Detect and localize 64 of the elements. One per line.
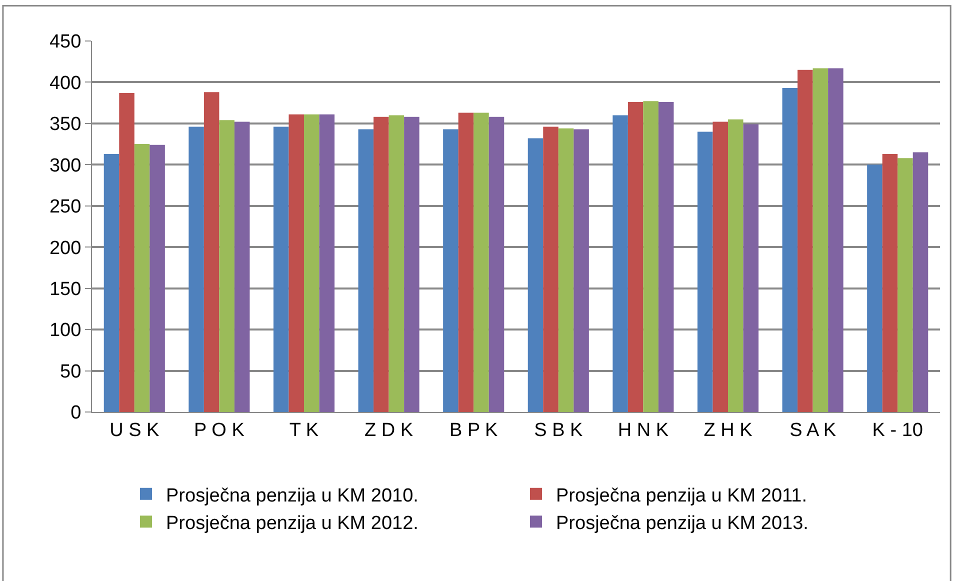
bar	[912, 152, 928, 412]
legend-label: Prosječna penzija u KM 2010.	[166, 485, 418, 506]
bar	[443, 129, 458, 412]
bar	[458, 112, 474, 412]
bar	[828, 68, 844, 412]
bar	[612, 115, 628, 412]
bar	[743, 124, 759, 412]
y-tick-label: 350	[49, 114, 82, 136]
bar	[798, 70, 813, 412]
bar	[374, 116, 389, 412]
bar	[867, 164, 882, 412]
bar	[488, 116, 504, 412]
legend-label: Prosječna penzija u KM 2011.	[556, 485, 808, 506]
bar	[643, 101, 658, 412]
bar	[404, 116, 420, 412]
bar	[882, 154, 898, 412]
legend-label: Prosječna penzija u KM 2012.	[166, 513, 418, 534]
bar	[358, 129, 374, 412]
x-tick-label: U S K	[110, 420, 160, 441]
x-tick-label: K - 10	[872, 420, 923, 441]
bar	[697, 132, 713, 412]
bar	[782, 88, 798, 412]
y-tick-label: 100	[49, 320, 82, 342]
bar	[728, 119, 744, 412]
y-tick-label: 250	[49, 196, 82, 218]
bar	[273, 126, 289, 412]
x-tick-label: P O K	[194, 420, 245, 441]
x-tick-label: B P K	[449, 420, 498, 441]
y-tick-label: 200	[49, 238, 82, 259]
y-tick-label: 50	[60, 361, 82, 382]
bar	[628, 102, 644, 412]
bar	[288, 114, 304, 412]
bar	[188, 126, 204, 412]
y-tick-label: 400	[49, 72, 82, 94]
bar	[388, 115, 404, 412]
bar	[219, 120, 234, 412]
bar	[543, 126, 558, 412]
x-tick-label: H N K	[618, 420, 669, 441]
bar	[558, 128, 574, 412]
bar	[304, 114, 320, 412]
y-tick-label: 0	[70, 402, 82, 424]
bar	[898, 158, 913, 412]
y-tick-label: 450	[49, 32, 82, 53]
bar	[134, 144, 150, 412]
bar	[234, 122, 250, 412]
x-tick-label: S A K	[790, 420, 836, 441]
bar	[474, 112, 489, 412]
bar	[150, 144, 165, 412]
bar	[528, 138, 544, 412]
x-tick-label: T K	[289, 420, 319, 441]
y-tick-label: 150	[49, 278, 82, 300]
x-tick-label: Z H K	[704, 420, 753, 441]
y-tick-label: 300	[49, 155, 82, 176]
bar	[712, 122, 728, 412]
bar	[104, 154, 120, 412]
bar	[319, 114, 335, 412]
bar	[658, 102, 674, 412]
bar	[812, 68, 828, 412]
x-tick-label: Z D K	[364, 420, 414, 441]
bar	[574, 129, 589, 412]
legend-label: Prosječna penzija u KM 2013.	[556, 513, 808, 534]
bar	[204, 92, 220, 412]
bar	[119, 92, 134, 412]
x-tick-label: S B K	[534, 420, 584, 441]
